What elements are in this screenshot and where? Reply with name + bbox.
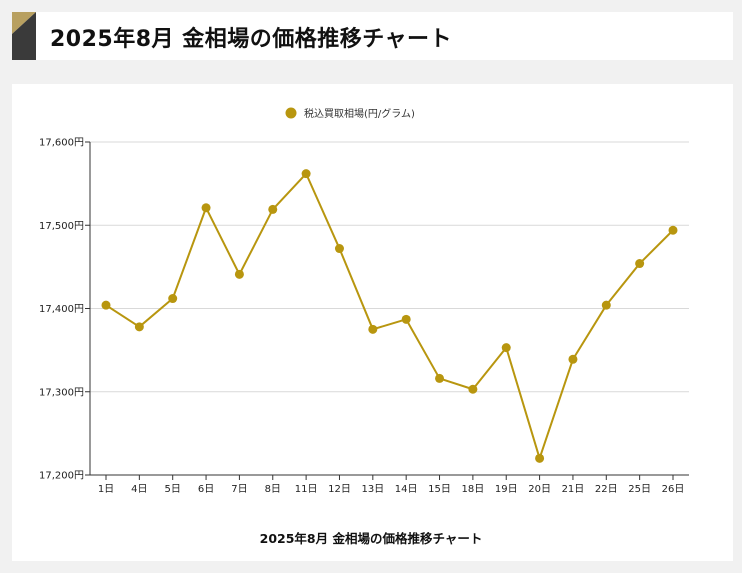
x-tick-label: 21日 (562, 484, 585, 495)
data-point (134, 322, 144, 332)
x-tick-label: 20日 (528, 484, 551, 495)
data-point (601, 300, 611, 310)
data-point (468, 384, 478, 394)
x-axis-title: 2025年8月 金相場の価格推移チャート (260, 531, 483, 546)
data-point (501, 343, 511, 353)
series-line (105, 172, 674, 460)
x-tick-label: 13日 (361, 484, 384, 495)
data-point (401, 314, 411, 324)
x-tick-label: 11日 (295, 484, 318, 495)
legend: 税込買取相場(円/グラム) (285, 107, 415, 120)
x-tick-label: 8日 (265, 484, 281, 495)
data-point (334, 244, 344, 254)
x-tick-label: 1日 (98, 484, 114, 495)
x-tick-label: 5日 (165, 484, 181, 495)
data-point (435, 373, 445, 383)
data-point (568, 354, 578, 364)
x-tick-label: 7日 (231, 484, 247, 495)
page-title: 2025年8月 金相場の価格推移チャート (50, 27, 452, 52)
x-tick-label: 19日 (495, 484, 518, 495)
y-tick-label: 17,400円 (39, 304, 84, 315)
x-tick-label: 6日 (198, 484, 214, 495)
data-point (668, 225, 678, 235)
brand-logo-icon (12, 12, 36, 60)
x-tick-label: 12日 (328, 484, 351, 495)
legend-marker (285, 107, 297, 119)
y-tick-label: 17,200円 (39, 471, 84, 482)
data-point (268, 204, 278, 214)
y-tick-label: 17,300円 (39, 387, 84, 398)
y-axis-ticks: 17,200円 17,300円 17,400円 17,500円 17,600円 (39, 138, 90, 482)
y-tick-label: 17,600円 (39, 138, 84, 149)
x-tick-label: 26日 (662, 484, 685, 495)
data-point (101, 300, 111, 310)
grid-lines (90, 141, 689, 476)
data-point (201, 203, 211, 213)
x-axis-ticks: 1日 4日 5日 6日 7日 8日 11日 12日 13日 14日 15日 18日 19日 20日 21日 2… (98, 475, 685, 495)
x-tick-label: 14日 (395, 484, 418, 495)
x-tick-label: 18日 (462, 484, 485, 495)
data-point (168, 294, 178, 304)
data-point (301, 169, 311, 179)
chart-header: 2025年8月 金相場の価格推移チャート (12, 12, 733, 60)
x-tick-label: 4日 (131, 484, 147, 495)
data-point (234, 269, 244, 279)
x-tick-label: 15日 (428, 484, 451, 495)
data-point (635, 259, 645, 269)
series-layer (101, 169, 678, 463)
data-point (368, 324, 378, 334)
legend-label: 税込買取相場(円/グラム) (304, 107, 415, 120)
x-tick-label: 22日 (595, 484, 618, 495)
y-tick-label: 17,500円 (39, 221, 84, 232)
x-tick-label: 25日 (628, 484, 651, 495)
data-point (535, 453, 545, 463)
